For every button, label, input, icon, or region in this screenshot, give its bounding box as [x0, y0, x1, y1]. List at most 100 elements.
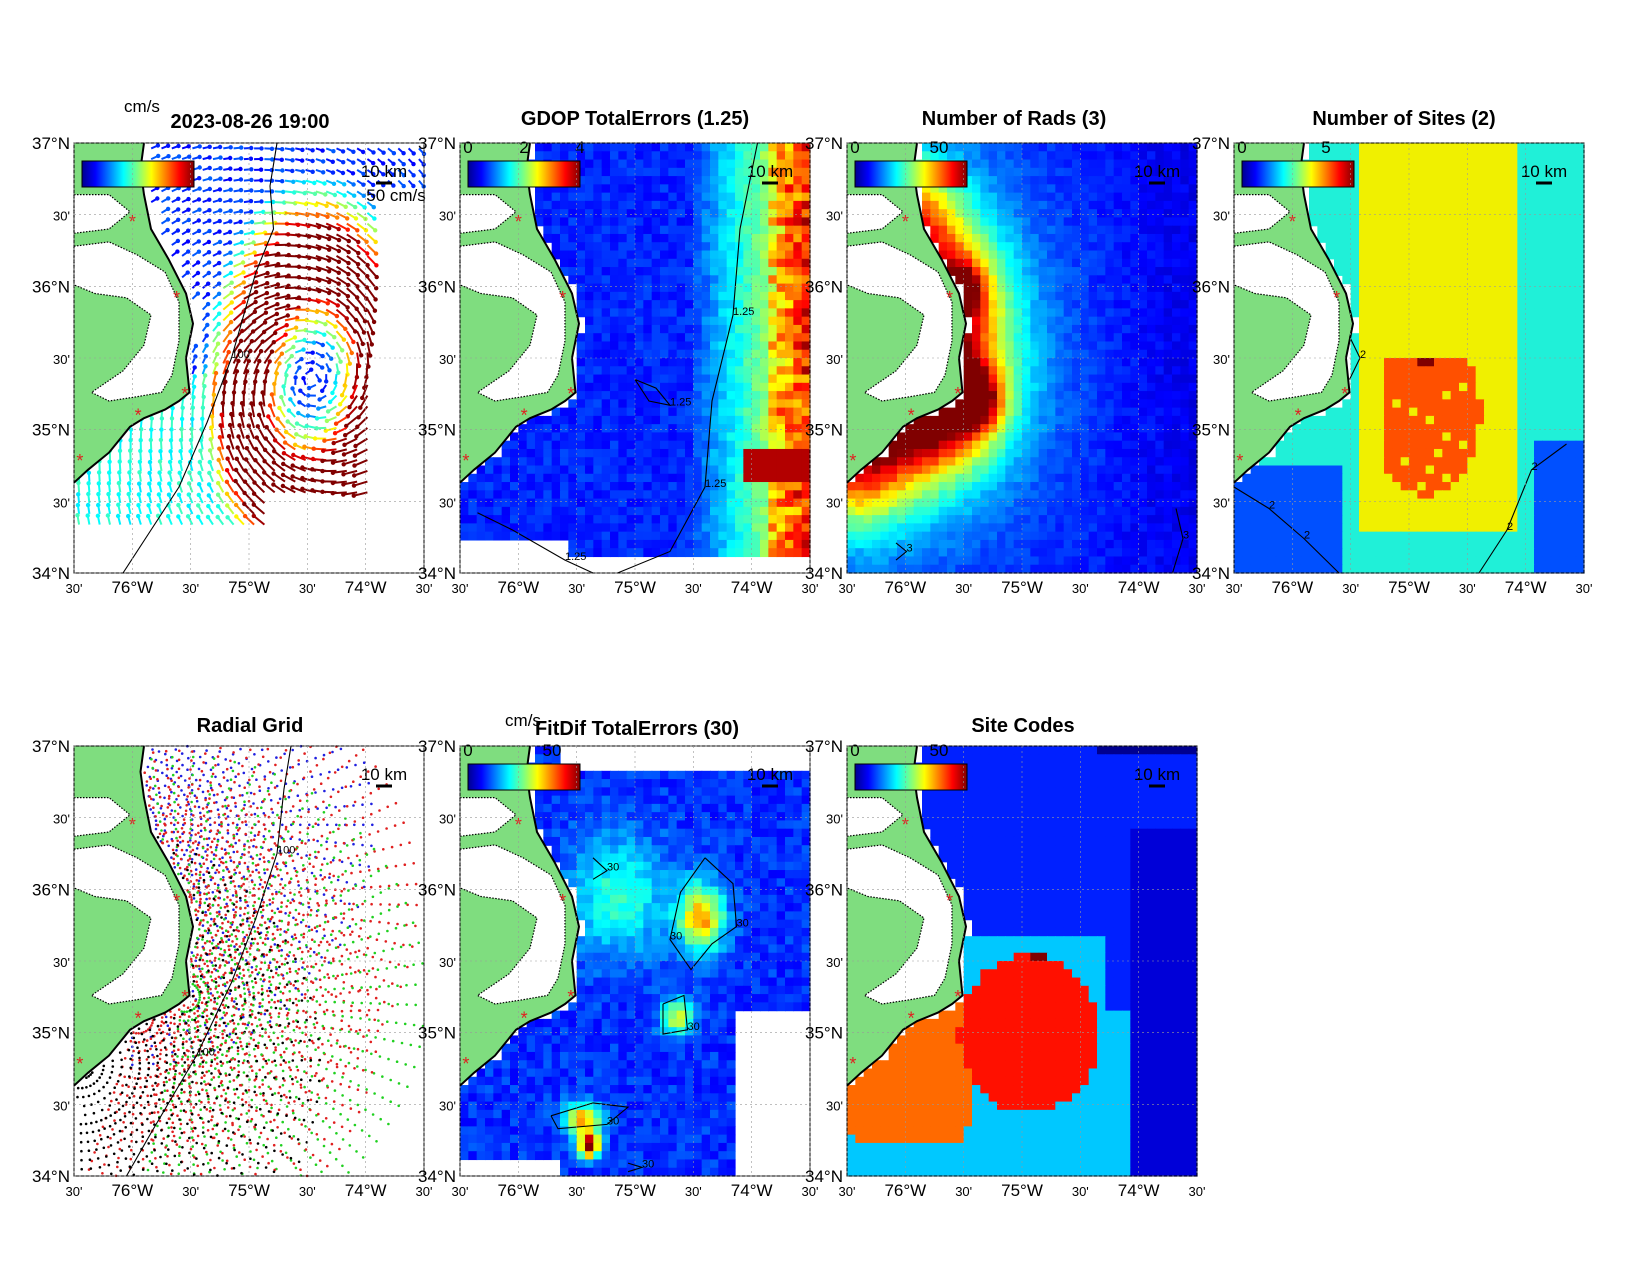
heatmap-cell — [1022, 341, 1031, 351]
heatmap-cell — [947, 556, 956, 566]
heatmap-cell — [701, 233, 711, 243]
heatmap-cell — [793, 308, 803, 318]
heatmap-cell — [997, 448, 1006, 458]
heatmap-cell — [668, 250, 678, 260]
vector-head — [272, 449, 277, 454]
contour-label: 1.25 — [670, 396, 691, 408]
heatmap-cell — [1155, 233, 1165, 243]
heatmap-cell — [1072, 283, 1081, 293]
heatmap-cell — [693, 143, 703, 152]
heatmap-cell — [768, 539, 778, 549]
heatmap-cell — [1088, 465, 1098, 475]
heatmap-cell — [476, 523, 486, 533]
heatmap-cell — [1080, 382, 1090, 392]
heatmap-cell — [922, 556, 931, 566]
heatmap-cell — [760, 523, 769, 533]
vector-head — [76, 492, 81, 497]
vector-head — [228, 219, 233, 224]
heatmap-cell — [718, 258, 728, 268]
heatmap-cell — [1097, 415, 1106, 425]
heatmap-cell — [685, 548, 694, 558]
heatmap-cell — [1138, 341, 1148, 351]
vector-head — [320, 148, 325, 153]
heatmap-cell — [997, 291, 1006, 301]
heatmap-cell — [988, 308, 998, 318]
vector-head — [224, 479, 230, 484]
heatmap-cell — [1013, 283, 1023, 293]
vector-head — [179, 416, 185, 422]
heatmap-cell — [1063, 275, 1073, 285]
vector-head — [75, 513, 80, 518]
heatmap-cell — [1105, 473, 1115, 483]
vector-head — [259, 188, 264, 194]
heatmap-cell — [785, 506, 794, 516]
heatmap-cell — [913, 556, 923, 566]
heatmap-cell — [963, 498, 973, 508]
heatmap-cell — [1130, 300, 1140, 309]
vector-head — [300, 465, 305, 470]
heatmap-cell — [1155, 358, 1165, 367]
vector-head — [274, 311, 280, 317]
heatmap-cell — [760, 531, 769, 541]
heatmap-cell — [651, 192, 661, 202]
heatmap-cell — [1105, 465, 1115, 475]
heatmap-cell — [751, 424, 761, 434]
heatmap-cell — [855, 548, 865, 558]
heatmap-cell — [1022, 358, 1031, 367]
vector-head — [341, 337, 347, 342]
vector-head — [253, 289, 259, 295]
heatmap-cell — [743, 151, 753, 161]
heatmap-cell — [793, 242, 803, 252]
heatmap-cell — [726, 242, 736, 252]
heatmap-cell — [1130, 457, 1140, 467]
heatmap-cell — [1188, 374, 1198, 384]
heatmap-cell — [701, 382, 711, 392]
heatmap-cell — [980, 275, 990, 285]
heatmap-cell — [980, 366, 990, 376]
heatmap-cell — [685, 440, 694, 450]
heatmap-cell — [1072, 143, 1081, 152]
heatmap-cell — [776, 374, 786, 384]
vector-head — [330, 345, 335, 350]
heatmap-cell — [1038, 531, 1048, 541]
vector-head — [320, 388, 325, 393]
heatmap-cell — [1022, 482, 1031, 491]
heatmap-cell — [560, 473, 569, 483]
vector-head — [285, 313, 290, 318]
vector-head — [335, 411, 341, 417]
vector-head — [186, 492, 191, 497]
heatmap-cell — [1130, 523, 1140, 533]
heatmap-cell — [735, 382, 744, 392]
heatmap-cell — [701, 308, 711, 318]
heatmap-cell — [1097, 209, 1106, 219]
heatmap-cell — [1172, 531, 1181, 541]
heatmap-cell — [1172, 374, 1181, 384]
heatmap-cell — [1163, 523, 1173, 533]
heatmap-cell — [988, 200, 998, 210]
heatmap-cell — [980, 267, 990, 276]
heatmap-cell — [1030, 399, 1040, 409]
vector-head — [312, 180, 317, 186]
heatmap-cell — [526, 515, 536, 524]
vector-head — [219, 412, 224, 417]
current-vector — [315, 287, 330, 294]
heatmap-cell — [1097, 399, 1106, 409]
heatmap-cell — [1130, 506, 1140, 516]
vector-head — [186, 207, 191, 212]
heatmap-cell — [1013, 506, 1023, 516]
heatmap-cell — [1088, 506, 1098, 516]
current-vector — [335, 265, 349, 275]
heatmap-cell — [955, 143, 965, 152]
heatmap-cell — [801, 448, 811, 458]
heatmap-cell — [585, 490, 594, 500]
heatmap-cell — [751, 490, 761, 500]
heatmap-cell — [1063, 399, 1073, 409]
heatmap-cell — [660, 490, 669, 500]
heatmap-cell — [585, 539, 594, 549]
heatmap-cell — [1022, 192, 1031, 202]
heatmap-cell — [1013, 424, 1023, 434]
heatmap-cell — [576, 457, 586, 467]
heatmap-cell — [963, 300, 973, 309]
heatmap-cell — [635, 341, 644, 351]
heatmap-cell — [693, 407, 703, 417]
